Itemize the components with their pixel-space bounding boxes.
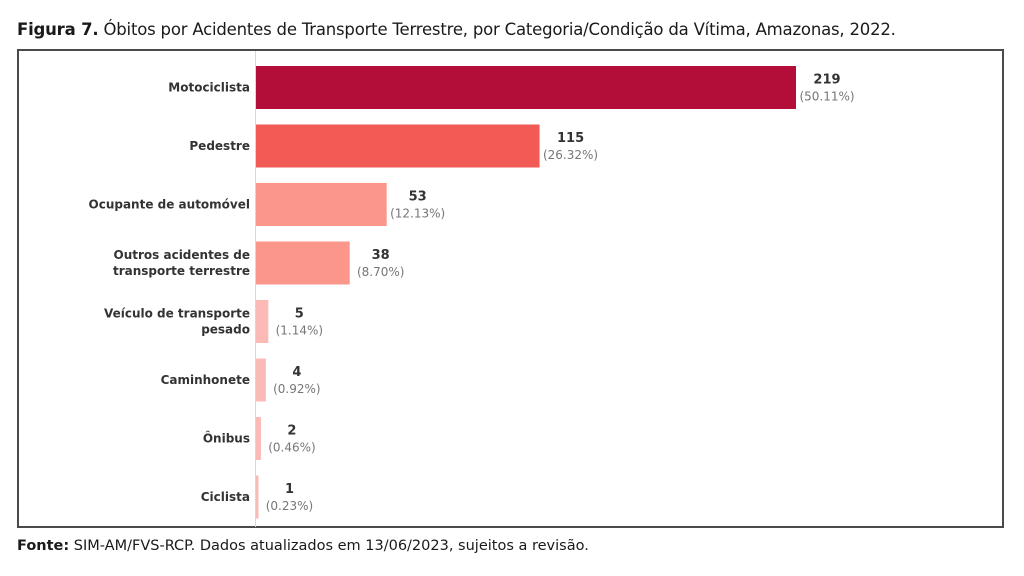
source-note: Fonte: SIM-AM/FVS-RCP. Dados atualizados… [17, 538, 589, 554]
value-label: 53 [409, 190, 427, 205]
bar [256, 475, 259, 519]
source-text: SIM-AM/FVS-RCP. Dados atualizados em 13/… [69, 538, 589, 554]
value-label: 2 [287, 424, 296, 439]
figure-number: Figura 7. [17, 20, 99, 39]
bar [256, 300, 269, 343]
percent-label: (0.46%) [268, 441, 315, 455]
percent-label: (1.14%) [276, 324, 323, 338]
bar-row: Outros acidentes de transporte terrestre 3… [113, 241, 404, 285]
category-axis-line [255, 51, 256, 527]
bar-row: Ocupante de automóvel 53 (12.13%) [89, 183, 445, 226]
bar-row: Caminhonete 4 (0.92%) [161, 358, 321, 402]
bar [256, 183, 387, 226]
category-label: pesado [201, 323, 250, 337]
bar-row: Veículo de transporte pesado 5 (1.14%) [104, 300, 323, 343]
value-label: 219 [813, 73, 840, 88]
figure-title: Figura 7. Óbitos por Acidentes de Transp… [17, 20, 896, 39]
bar [256, 417, 261, 460]
percent-label: (0.92%) [273, 382, 320, 396]
bar-row: Ciclista 1 (0.23%) [201, 475, 313, 519]
category-label: Outros acidentes de [114, 248, 250, 262]
value-label: 5 [295, 307, 304, 322]
category-label: Ciclista [201, 490, 250, 504]
bar [256, 241, 350, 285]
bar-row: Pedestre 115 (26.32%) [189, 124, 598, 168]
bar-row: Motociclista 219 (50.11%) [168, 66, 855, 109]
value-label: 115 [557, 131, 584, 146]
category-label: Ocupante de automóvel [89, 198, 251, 212]
bar-row: Ônibus 2 (0.46%) [203, 417, 316, 460]
category-label: Pedestre [189, 139, 250, 153]
value-label: 1 [285, 482, 294, 497]
category-label: Ônibus [203, 431, 250, 446]
percent-label: (50.11%) [799, 90, 854, 104]
category-label: Veículo de transporte [104, 307, 250, 321]
percent-label: (8.70%) [357, 265, 404, 279]
value-label: 38 [372, 248, 390, 263]
source-prefix: Fonte: [17, 538, 70, 554]
category-label: Motociclista [168, 81, 250, 95]
percent-label: (26.32%) [543, 148, 598, 162]
category-label: transporte terrestre [113, 264, 250, 278]
percent-label: (12.13%) [390, 207, 445, 221]
figure-title-text: Óbitos por Acidentes de Transporte Terre… [98, 20, 896, 39]
percent-label: (0.23%) [266, 499, 313, 513]
bar [256, 66, 796, 109]
bar [256, 124, 540, 168]
bar [256, 358, 266, 402]
value-label: 4 [292, 365, 301, 380]
category-label: Caminhonete [161, 373, 250, 387]
